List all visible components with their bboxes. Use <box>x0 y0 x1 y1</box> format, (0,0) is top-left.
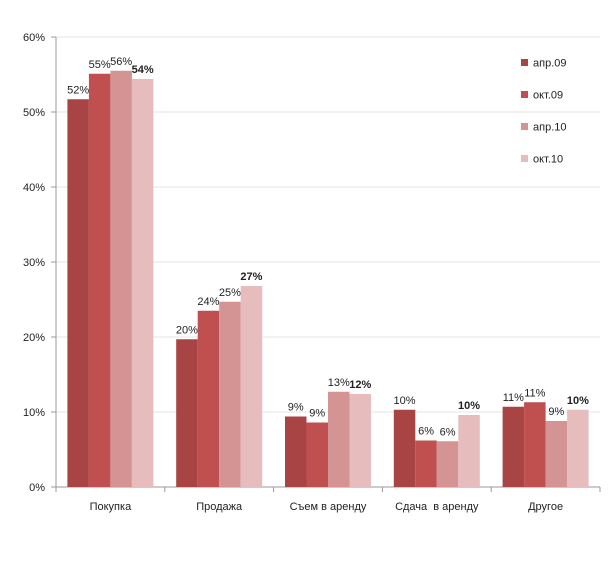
bar <box>67 99 89 487</box>
bar <box>415 440 437 487</box>
y-tick-label: 50% <box>23 107 45 119</box>
x-tick-label: Другое <box>528 501 563 513</box>
y-tick-label: 20% <box>23 332 45 344</box>
bar <box>524 402 546 487</box>
data-label: 9% <box>288 402 304 414</box>
bar <box>197 310 220 487</box>
data-label: 12% <box>349 379 371 391</box>
data-label: 27% <box>240 271 262 283</box>
data-label: 25% <box>219 287 241 299</box>
bar <box>436 441 459 487</box>
bar <box>545 421 568 487</box>
bar <box>131 79 154 487</box>
bar <box>285 416 307 487</box>
data-label: 13% <box>328 377 350 389</box>
y-tick-label: 60% <box>23 32 45 44</box>
data-label: 9% <box>548 406 564 418</box>
bar <box>458 415 480 487</box>
y-tick-label: 40% <box>23 182 45 194</box>
legend-label: окт.09 <box>533 90 563 102</box>
bar <box>240 286 263 487</box>
bar <box>567 409 589 487</box>
data-label: 11% <box>503 392 524 404</box>
data-label: 54% <box>132 64 154 76</box>
data-label: 52% <box>67 84 89 96</box>
legend-swatch <box>521 123 528 130</box>
bar <box>88 73 111 487</box>
x-tick-label: Съем в аренду <box>290 501 367 513</box>
data-label: 56% <box>110 56 132 68</box>
legend-label: апр.10 <box>533 122 566 134</box>
data-labels: 52% 55% 56%54% 20% 24%25% 27% 9% 9% 13% 12% 10% 6% 6… <box>67 56 589 439</box>
bar <box>393 409 416 487</box>
bar <box>328 391 350 487</box>
x-tick-label: Покупка <box>90 501 132 513</box>
legend-label: окт.10 <box>533 154 563 166</box>
y-tick-label: 10% <box>23 407 45 419</box>
legend-swatch <box>521 91 528 98</box>
y-tick-label: 0% <box>29 482 45 494</box>
legend-swatch <box>521 155 528 162</box>
legend-label: апр.09 <box>533 58 566 70</box>
data-label: 6% <box>440 426 456 438</box>
bar <box>219 301 241 487</box>
data-label: 20% <box>176 324 198 336</box>
data-label: 10% <box>394 395 416 407</box>
data-label: 11% <box>524 387 545 399</box>
x-tick-label: Сдача в аренду <box>395 501 479 513</box>
data-label: 24% <box>197 296 219 308</box>
data-label: 10% <box>458 400 480 412</box>
y-tick-label: 30% <box>23 257 45 269</box>
bar <box>306 422 328 487</box>
bars <box>67 70 589 487</box>
data-label: 9% <box>309 408 325 420</box>
x-tick-label: Продажа <box>196 501 243 513</box>
bar <box>110 70 132 487</box>
data-label: 10% <box>567 395 589 407</box>
bar <box>349 394 371 487</box>
bar <box>502 406 525 487</box>
data-label: 6% <box>418 426 434 438</box>
legend-swatch <box>521 59 528 66</box>
data-label: 55% <box>89 59 111 71</box>
bar <box>176 339 198 487</box>
legend: апр.09 окт.09 апр.10 окт.10 <box>521 58 566 166</box>
